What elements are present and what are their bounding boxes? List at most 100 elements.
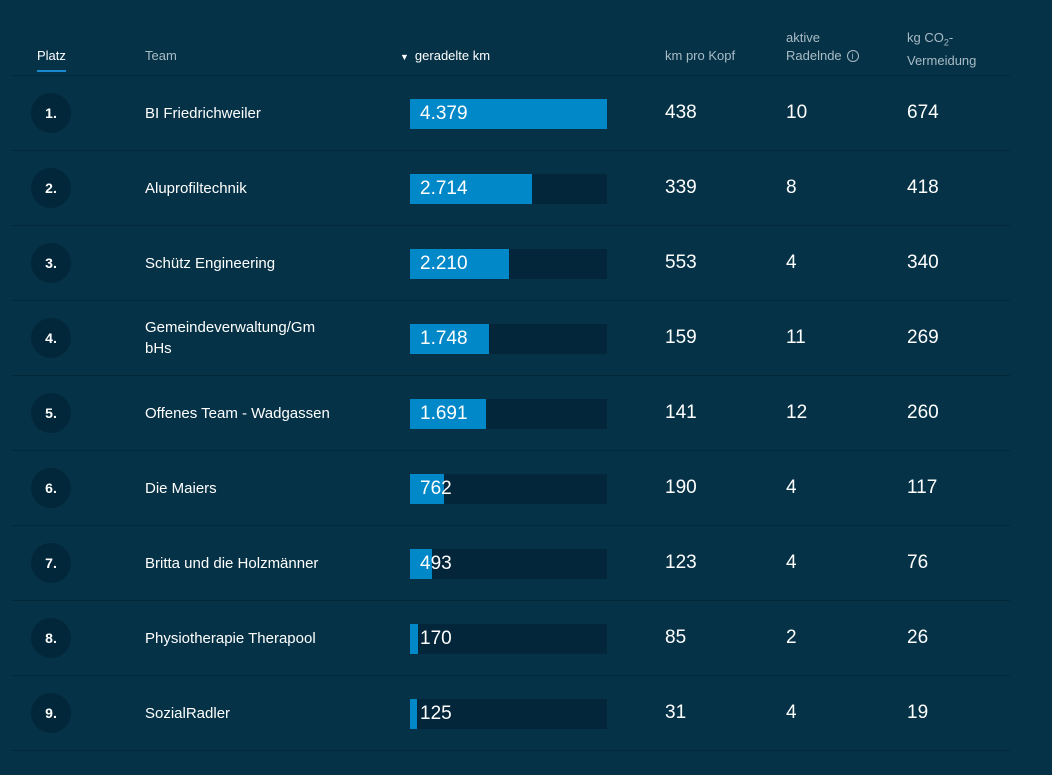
co2-vermeidung: 674 (907, 102, 939, 123)
table-row[interactable]: 3. Schütz Engineering 2.210 553 4 340 (12, 226, 1010, 301)
km-pro-kopf: 141 (665, 402, 697, 423)
team-name-text: Britta und die Holzmänner (145, 554, 319, 572)
team-name[interactable]: Gemeindeverwaltung/Gm bHs (145, 301, 335, 375)
km-value: 493 (420, 553, 452, 574)
co2-vermeidung: 260 (907, 402, 939, 423)
table-row[interactable]: 4. Gemeindeverwaltung/Gm bHs 1.748 159 1… (12, 301, 1010, 376)
rank-badge: 6. (31, 468, 71, 508)
table-row[interactable]: 7. Britta und die Holzmänner 493 123 4 7… (12, 526, 1010, 601)
team-name-text: Gemeindeverwaltung/Gm bHs (145, 319, 316, 357)
km-bar: 762 (410, 474, 607, 504)
km-value: 170 (420, 628, 452, 649)
table-row[interactable]: 1. BI Friedrichweiler 4.379 438 10 674 (12, 76, 1010, 151)
active-sort-underline (37, 70, 66, 72)
km-bar: 1.748 (410, 324, 607, 354)
km-bar-fill (410, 249, 510, 279)
table-header: Platz Team ▼ geradelte km km pro Kopf akt… (12, 0, 1010, 76)
column-platz[interactable]: Platz (37, 48, 66, 63)
team-name-text: BI Friedrichweiler (145, 104, 261, 122)
co2-vermeidung: 117 (907, 477, 938, 498)
aktive-label-2: Radelnde (786, 48, 842, 63)
rank-badge: 9. (31, 693, 71, 733)
aktive-radelnde: 4 (786, 477, 797, 498)
aktive-radelnde: 11 (786, 327, 806, 348)
team-name[interactable]: Aluprofiltechnik (145, 151, 335, 225)
rank-badge: 1. (31, 93, 71, 133)
km-value: 2.210 (420, 253, 468, 274)
co2-vermeidung: 26 (907, 627, 929, 648)
km-bar: 1.691 (410, 399, 607, 429)
column-km[interactable]: ▼ geradelte km (400, 47, 490, 66)
team-name[interactable]: BI Friedrichweiler (145, 76, 335, 150)
table-row[interactable]: 9. SozialRadler 125 31 4 19 (12, 676, 1010, 751)
km-bar: 2.714 (410, 174, 607, 204)
co2-vermeidung: 418 (907, 177, 939, 198)
km-bar-fill (410, 549, 433, 579)
aktive-radelnde: 8 (786, 177, 797, 198)
co2-dash: - (948, 30, 954, 45)
caret-down-icon: ▼ (400, 52, 409, 62)
co2-label: kg CO (907, 30, 944, 45)
column-aktive[interactable]: aktive Radelnde i (786, 29, 859, 65)
column-km-label: geradelte km (414, 48, 491, 63)
km-bar-fill (410, 324, 489, 354)
km-bar-fill (410, 399, 487, 429)
km-bar-fill (410, 174, 533, 204)
km-bar: 2.210 (410, 249, 607, 279)
km-bar: 170 (410, 624, 607, 654)
table-row[interactable]: 2. Aluprofiltechnik 2.714 339 8 418 (12, 151, 1010, 226)
km-pro-kopf: 123 (665, 552, 697, 573)
km-pro-kopf: 553 (665, 252, 697, 273)
team-name[interactable]: Britta und die Holzmänner (145, 526, 335, 600)
co2-subscript: 2 (943, 37, 949, 48)
rank-badge: 2. (31, 168, 71, 208)
aktive-radelnde: 4 (786, 702, 797, 723)
co2-vermeidung: 269 (907, 327, 939, 348)
km-pro-kopf: 85 (665, 627, 687, 648)
km-pro-kopf: 190 (665, 477, 697, 498)
km-value: 125 (420, 703, 452, 724)
km-pro-kopf: 159 (665, 327, 697, 348)
team-name[interactable]: SozialRadler (145, 676, 335, 750)
co2-vermeidung: 340 (907, 252, 939, 273)
team-name-text: Physiotherapie Therapool (145, 629, 316, 647)
team-name[interactable]: Offenes Team - Wadgassen (145, 376, 335, 450)
team-name-text: Aluprofiltechnik (145, 179, 247, 197)
column-team[interactable]: Team (145, 48, 177, 63)
column-km-pro-kopf[interactable]: km pro Kopf (665, 48, 736, 63)
rank-badge: 8. (31, 618, 71, 658)
column-co2[interactable]: kg CO2- Vermeidung (907, 29, 976, 70)
km-bar-fill (410, 99, 607, 129)
team-name-text: Offenes Team - Wadgassen (145, 404, 330, 422)
km-pro-kopf: 339 (665, 177, 697, 198)
km-bar: 125 (410, 699, 607, 729)
km-pro-kopf: 31 (665, 702, 687, 723)
rank-badge: 3. (31, 243, 71, 283)
info-icon[interactable]: i (846, 50, 859, 62)
table-row[interactable]: 8. Physiotherapie Therapool 170 85 2 26 (12, 601, 1010, 676)
team-name[interactable]: Schütz Engineering (145, 226, 335, 300)
aktive-label-1: aktive (786, 30, 820, 45)
team-name[interactable]: Physiotherapie Therapool (145, 601, 335, 675)
team-name[interactable]: Die Maiers (145, 451, 335, 525)
km-value: 1.691 (420, 403, 468, 424)
km-value: 1.748 (420, 328, 468, 349)
km-bar: 493 (410, 549, 607, 579)
aktive-radelnde: 12 (786, 402, 808, 423)
table-row[interactable]: 6. Die Maiers 762 190 4 117 (12, 451, 1010, 526)
rank-badge: 7. (31, 543, 71, 583)
table-row[interactable]: 5. Offenes Team - Wadgassen 1.691 141 12… (12, 376, 1010, 451)
rank-badge: 4. (31, 318, 71, 358)
km-bar: 4.379 (410, 99, 607, 129)
rank-badge: 5. (31, 393, 71, 433)
aktive-radelnde: 4 (786, 252, 797, 273)
team-name-text: SozialRadler (145, 704, 231, 722)
aktive-radelnde: 4 (786, 552, 797, 573)
aktive-radelnde: 2 (786, 627, 797, 648)
km-value: 2.714 (420, 178, 468, 199)
km-pro-kopf: 438 (665, 102, 697, 123)
km-value: 4.379 (420, 103, 468, 124)
team-name-text: Die Maiers (145, 479, 217, 497)
co2-label-2: Vermeidung (907, 52, 977, 68)
km-bar-fill (410, 624, 418, 654)
